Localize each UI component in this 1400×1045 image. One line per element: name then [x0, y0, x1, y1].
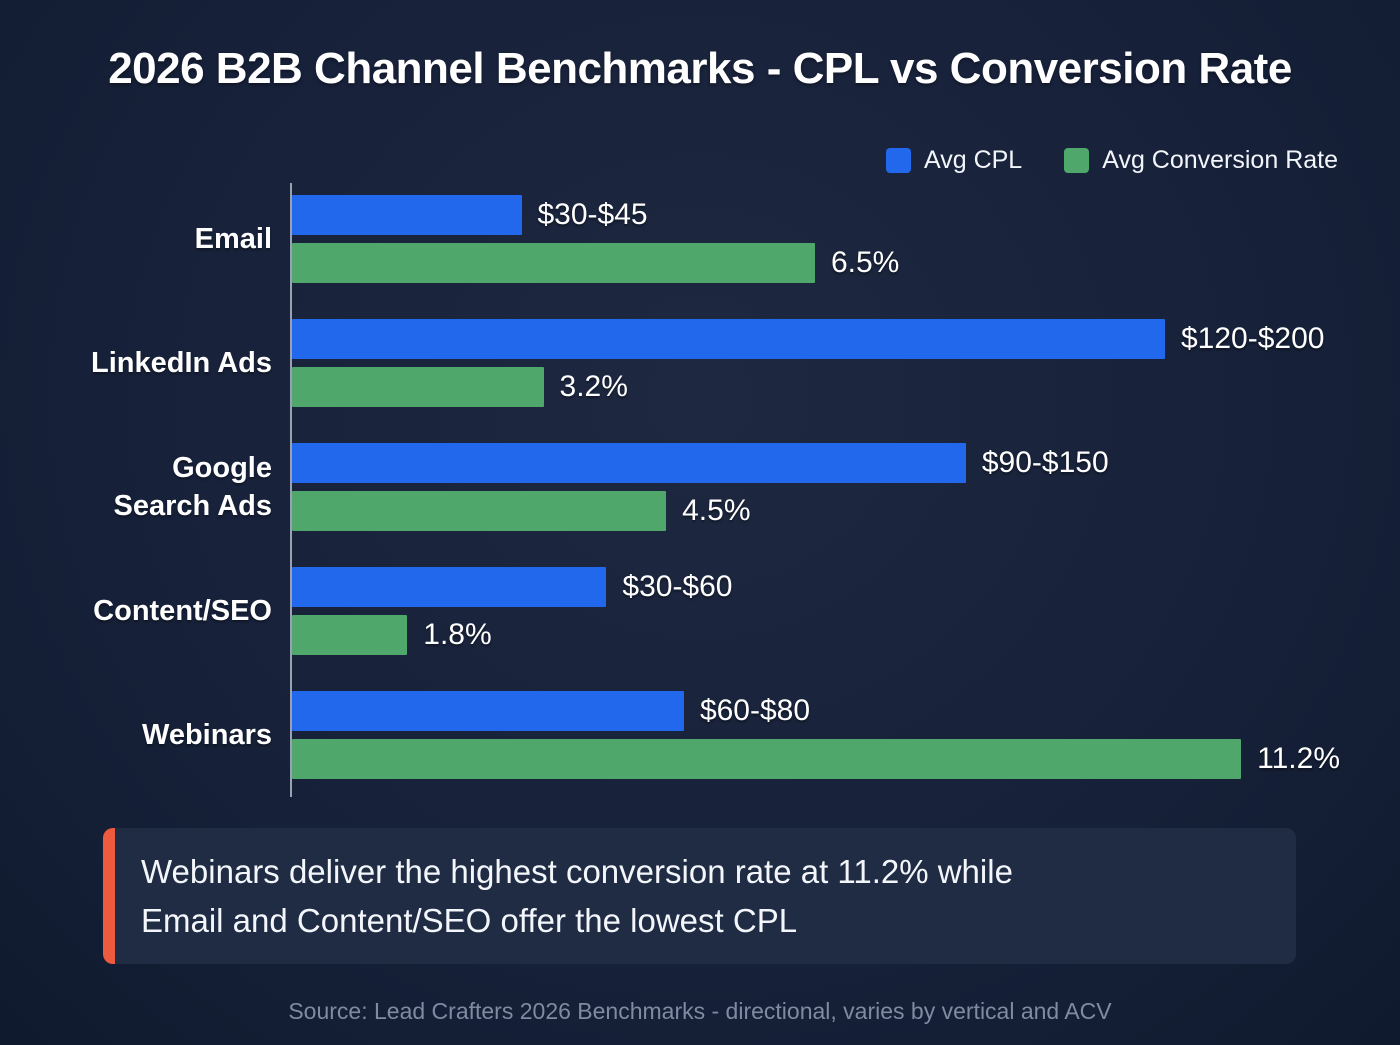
conversion-swatch-icon — [1064, 148, 1090, 173]
bar-value-label: 1.8% — [423, 618, 492, 651]
legend-item-avg-cpl: Avg CPL — [886, 146, 1022, 175]
callout-text: Webinars deliver the highest conversion … — [141, 852, 1013, 940]
bar-group: $90-$150 4.5% — [292, 443, 1340, 531]
chart-plot-area: $30-$45 6.5% $120-$200 3.2% $90-$150 4.5% $30-… — [292, 195, 1340, 815]
bar-group: $30-$60 1.8% — [292, 567, 1340, 655]
bar-row: $90-$150 — [292, 443, 1340, 483]
bar-row: 11.2% — [292, 739, 1340, 779]
conversion-bar — [292, 739, 1242, 779]
conversion-bar — [292, 367, 544, 407]
bar-value-label: $30-$45 — [537, 198, 648, 231]
cpl-bar — [292, 443, 966, 483]
category-label: LinkedIn Ads — [91, 346, 272, 379]
chart-legend: Avg CPL Avg Conversion Rate — [886, 146, 1338, 175]
source-note: Source: Lead Crafters 2026 Benchmarks - … — [288, 998, 1112, 1024]
bar-value-label: 6.5% — [830, 246, 900, 279]
legend-item-avg-conversion-rate: Avg Conversion Rate — [1064, 146, 1338, 175]
bar-row: $30-$45 — [292, 195, 1340, 235]
category-label: Content/SEO — [93, 594, 272, 627]
bar-row: $120-$200 — [292, 319, 1340, 359]
legend-label-avg-cpl: Avg CPL — [924, 146, 1023, 174]
bar-value-label: $60-$80 — [699, 694, 811, 727]
conversion-bar — [292, 491, 667, 531]
callout: Webinars deliver the highest conversion … — [103, 828, 1296, 964]
bar-group: $120-$200 3.2% — [292, 319, 1340, 407]
category-label: Email — [194, 222, 272, 255]
chart-title: 2026 B2B Channel Benchmarks - CPL vs Con… — [108, 44, 1292, 93]
category-label: Webinars — [141, 718, 272, 751]
bar-row: 3.2% — [292, 367, 1340, 407]
bar-row: $60-$80 — [292, 691, 1340, 731]
bar-group: $30-$45 6.5% — [292, 195, 1340, 283]
category-labels-column: Email LinkedIn Ads Google Search Ads Conten… — [36, 195, 272, 815]
cpl-bar — [292, 195, 522, 235]
conversion-bar — [292, 243, 815, 283]
bar-row: 4.5% — [292, 491, 1340, 531]
cpl-swatch-icon — [886, 148, 911, 173]
cpl-bar — [292, 691, 684, 731]
bar-value-label: $90-$150 — [981, 446, 1109, 479]
bar-row: 1.8% — [292, 615, 1340, 655]
category-label: Google Search Ads — [113, 451, 273, 522]
bar-row: $30-$60 — [292, 567, 1340, 607]
cpl-bar — [292, 319, 1165, 359]
bar-value-label: 11.2% — [1257, 742, 1340, 775]
legend-label-avg-conversion-rate: Avg Conversion Rate — [1102, 146, 1338, 174]
bar-value-label: $120-$200 — [1180, 322, 1325, 355]
bar-row: 6.5% — [292, 243, 1340, 283]
y-axis-line — [290, 183, 292, 797]
bar-value-label: 3.2% — [559, 370, 628, 403]
bar-group: $60-$80 11.2% — [292, 691, 1340, 779]
bar-value-label: 4.5% — [682, 494, 751, 527]
bar-value-label: $30-$60 — [622, 570, 733, 603]
cpl-bar — [292, 567, 607, 607]
conversion-bar — [292, 615, 408, 655]
